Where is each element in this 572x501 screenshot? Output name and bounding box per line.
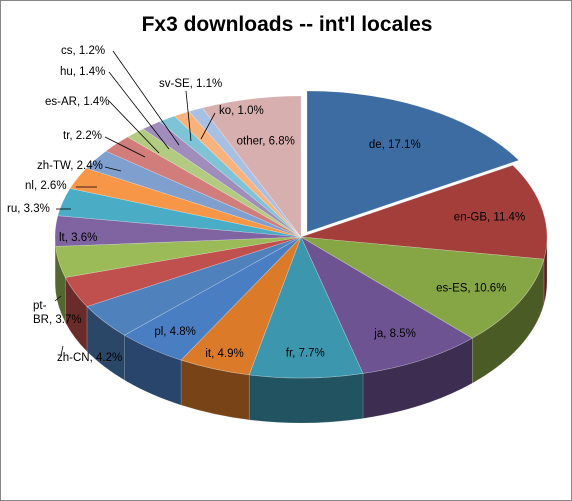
slice-label-line: es-AR, 1.4%: [45, 96, 110, 108]
pie-slice-other: [201, 95, 302, 238]
pie-slice-unlabeled: [55, 236, 302, 278]
slice-label-line: zh-TW, 2.4%: [37, 160, 103, 172]
slice-label-line: BR, 3.7%: [33, 314, 82, 326]
pie-slice-fr: [248, 236, 364, 379]
pie-slice-ru: [57, 188, 302, 238]
slice-label-ru: ru, 3.3%: [7, 203, 50, 215]
slice-label-pl: pl, 4.8%: [154, 326, 196, 338]
slice-label-line: zh-CN, 4.2%: [57, 352, 122, 364]
slice-label-sv-SE: sv-SE, 1.1%: [159, 78, 222, 90]
slice-label-line: sv-SE, 1.1%: [159, 78, 222, 90]
leader-line-cs: [112, 50, 180, 146]
slice-label-lt: lt, 3.6%: [59, 232, 97, 244]
leader-line-zh-CN: [60, 345, 64, 356]
pie-slice-zh-TW: [85, 150, 302, 238]
leader-line-tr: [104, 136, 146, 158]
slice-label-zh-CN: zh-CN, 4.2%: [57, 352, 122, 364]
slice-label-ja: ja, 8.5%: [373, 328, 416, 340]
pie-slice-de: [306, 90, 520, 233]
leader-line-zh-TW: [104, 166, 122, 172]
slice-label-line: nl, 2.6%: [25, 180, 67, 192]
slice-label-line: ru, 3.3%: [7, 203, 50, 215]
pie-slice-nl: [69, 167, 302, 238]
pie-slice-hu: [142, 121, 302, 238]
slice-label-zh-TW: zh-TW, 2.4%: [37, 160, 103, 172]
pie-slice-es-ES: [300, 236, 545, 339]
pie-tops: [54, 90, 548, 379]
leader-lines: [54, 50, 216, 356]
pie-slice-tr: [105, 136, 302, 238]
slice-label-line: pt-: [33, 300, 47, 312]
slice-label-line: cs, 1.2%: [61, 45, 105, 57]
slice-labels: de, 17.1% en-GB, 11.4% es-ES, 10.6% ja, 8.5…: [7, 45, 525, 364]
slice-label-tr: tr, 2.2%: [63, 130, 102, 142]
pie-slice-ja: [300, 236, 473, 374]
slice-label-es-AR: es-AR, 1.4%: [45, 96, 110, 108]
pie-slice-pt-BR: [64, 236, 302, 307]
slice-label-nl: nl, 2.6%: [25, 180, 67, 192]
slice-label-ko: ko, 1.0%: [219, 105, 264, 117]
slice-label-line: ko, 1.0%: [219, 105, 264, 117]
slice-label-pt-BR: pt- BR, 3.7%: [33, 300, 82, 326]
pie-sides: [54, 236, 548, 424]
leader-line-ko: [200, 112, 216, 140]
pie-side-fr: [248, 373, 364, 424]
slice-label-cs: cs, 1.2%: [61, 45, 105, 57]
pie-slice-pl: [123, 236, 302, 361]
slice-label-de: de, 17.1%: [369, 139, 421, 151]
slice-label-es-ES: es-ES, 10.6%: [436, 283, 506, 295]
leader-line-sv-SE: [185, 90, 192, 142]
slice-label-line: hu, 1.4%: [60, 66, 105, 78]
leader-line-es-AR: [108, 100, 160, 154]
pie-slice-ko: [188, 107, 302, 238]
pie-slice-es-AR: [126, 128, 302, 238]
slice-label-it: it, 4.9%: [205, 348, 243, 360]
chart-title: Fx3 downloads -- int'l locales: [141, 13, 433, 36]
leader-line-hu: [108, 71, 170, 150]
pie-slice-cs: [158, 115, 302, 238]
pie-slice-zh-CN: [86, 236, 302, 336]
pie-slice-it: [180, 236, 302, 376]
pie-slice-sv-SE: [174, 111, 302, 238]
pie-slice-en-GB: [300, 164, 548, 260]
slice-label-fr: fr, 7.7%: [286, 348, 325, 360]
slice-label-hu: hu, 1.4%: [60, 66, 105, 78]
leader-line-pt-BR: [54, 295, 62, 302]
pie-slice-lt: [54, 215, 302, 247]
slice-label-other: other, 6.8%: [237, 135, 295, 147]
slice-label-line: tr, 2.2%: [63, 130, 102, 142]
slice-label-en-GB: en-GB, 11.4%: [454, 211, 525, 223]
